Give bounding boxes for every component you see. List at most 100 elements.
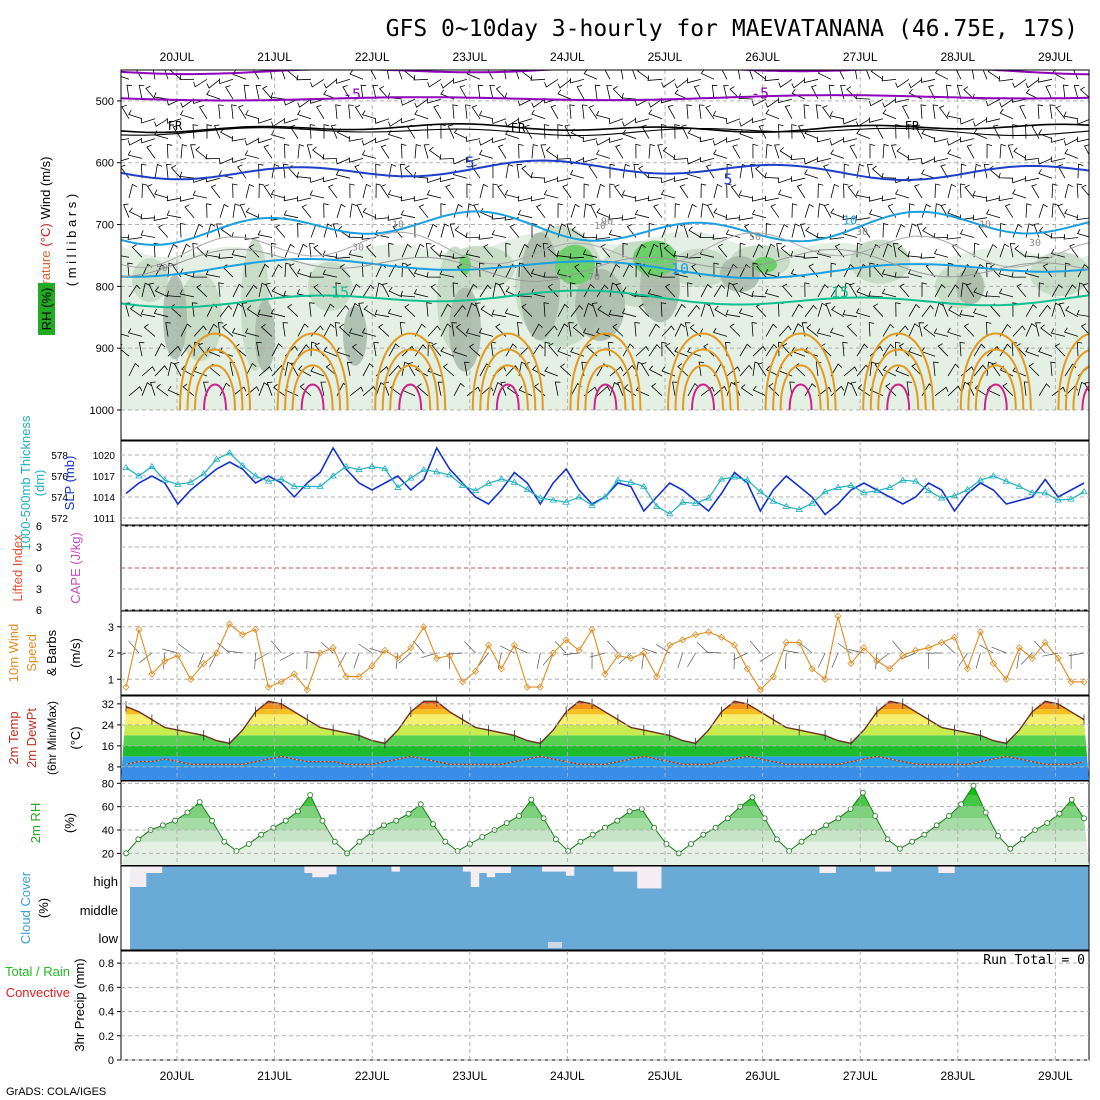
- wind-barb: [479, 262, 485, 278]
- wind-barb: [564, 124, 572, 139]
- wind-barb: [361, 138, 377, 146]
- wind-barb: [166, 143, 173, 159]
- axis-title: (%): [36, 898, 51, 918]
- contour-rh-30: [121, 231, 1089, 268]
- wind-barb: [986, 243, 998, 258]
- thickness-point: [730, 473, 739, 480]
- wind10-point: [756, 686, 764, 694]
- wind-barb: [840, 85, 846, 100]
- wind-barb: [739, 364, 753, 377]
- wind-barb: [921, 77, 936, 83]
- temp-band: [121, 703, 1089, 710]
- wind-barb: [843, 163, 850, 179]
- wind-barb: [146, 184, 156, 199]
- thickness-point: [666, 510, 674, 517]
- wind-barb: [531, 98, 546, 108]
- wind-barb: [842, 118, 858, 125]
- wind10-point: [886, 665, 894, 673]
- wind-barb: [414, 323, 426, 337]
- wind-barb: [817, 283, 829, 298]
- wind-barb: [297, 196, 312, 202]
- contour-freezing: [121, 123, 1089, 134]
- wind-barb: [335, 78, 351, 84]
- wind-barb: [309, 190, 325, 199]
- high-cloud-bar: [629, 866, 638, 872]
- wind-barb: [141, 366, 156, 377]
- wind-barb: [622, 242, 628, 258]
- wind-barb: [517, 117, 533, 124]
- temp-band: [121, 766, 1089, 780]
- wind-barb: [148, 282, 156, 298]
- wind-barb: [634, 322, 640, 337]
- wind-barb: [491, 137, 507, 144]
- wind-barb: [297, 243, 308, 258]
- wind10-point: [989, 659, 997, 668]
- wind-barb: [225, 85, 234, 100]
- wind10-point: [329, 644, 337, 652]
- wind10-barb: [554, 641, 567, 654]
- wind-barb: [218, 282, 224, 297]
- contour-temp-10b: [121, 258, 1089, 280]
- wind10-point: [161, 657, 169, 665]
- wind-barb: [780, 245, 793, 258]
- wind-barb: [726, 282, 734, 297]
- wind10-point: [187, 675, 195, 683]
- wind-barb: [1023, 381, 1030, 396]
- wind-barb: [483, 244, 494, 258]
- wind-barb: [1063, 138, 1079, 146]
- bottom-date-label: 29JUL: [1038, 1069, 1073, 1083]
- thickness-point: [911, 477, 920, 484]
- wind-barb: [881, 172, 897, 179]
- wind-barb: [730, 184, 741, 199]
- wind-barb: [1083, 144, 1089, 156]
- wind-barb: [1014, 245, 1027, 258]
- wind-barb: [660, 272, 675, 278]
- wind-barb: [479, 284, 492, 298]
- wind-barb: [1038, 304, 1051, 317]
- wind-barb: [248, 244, 260, 258]
- wind-barb: [973, 287, 988, 298]
- wind10-barb: [413, 640, 425, 654]
- wind-barb: [717, 243, 728, 258]
- axis-title: Lifted Index: [10, 534, 25, 602]
- wind-barb: [156, 383, 169, 397]
- wind10-point: [899, 652, 907, 660]
- thickness-point: [717, 475, 726, 482]
- wind-barb: [687, 203, 697, 218]
- wind-barb: [596, 284, 609, 298]
- temp-band: [121, 756, 1089, 767]
- wind-barb: [940, 203, 949, 218]
- wind-barb: [571, 226, 585, 238]
- wind-barb: [751, 117, 767, 124]
- wind-barb: [179, 74, 195, 80]
- wind-barb: [1011, 177, 1027, 184]
- wind-barb: [973, 263, 985, 278]
- wind-barb: [348, 136, 364, 142]
- wind-barb: [271, 286, 286, 298]
- top-date-label: 29JUL: [1038, 50, 1073, 64]
- wind-barb: [714, 305, 728, 318]
- wind-barb: [1065, 306, 1079, 318]
- rh-point: [307, 792, 314, 798]
- wind-barb: [491, 309, 507, 318]
- axis-title: SLP (mb): [62, 456, 77, 511]
- wind-barb: [705, 105, 715, 120]
- wind-barb: [1076, 228, 1089, 238]
- wind-barb: [738, 190, 754, 199]
- thickness-point: [342, 462, 350, 469]
- wind-barb: [664, 283, 676, 298]
- slp-tick-label: 1014: [93, 493, 116, 504]
- wind-barb: [309, 242, 315, 258]
- wind-barb: [205, 153, 221, 160]
- thickness-point: [458, 481, 467, 488]
- wind-barb: [854, 70, 858, 80]
- wind-barb: [452, 78, 468, 84]
- wind-barb: [388, 163, 397, 179]
- wind-barb: [987, 70, 1001, 80]
- wind-barb: [121, 255, 130, 258]
- wind-barb: [531, 109, 546, 120]
- wind-barb: [1051, 137, 1066, 143]
- wind-barb: [1091, 264, 1100, 277]
- wind-barb: [180, 323, 192, 337]
